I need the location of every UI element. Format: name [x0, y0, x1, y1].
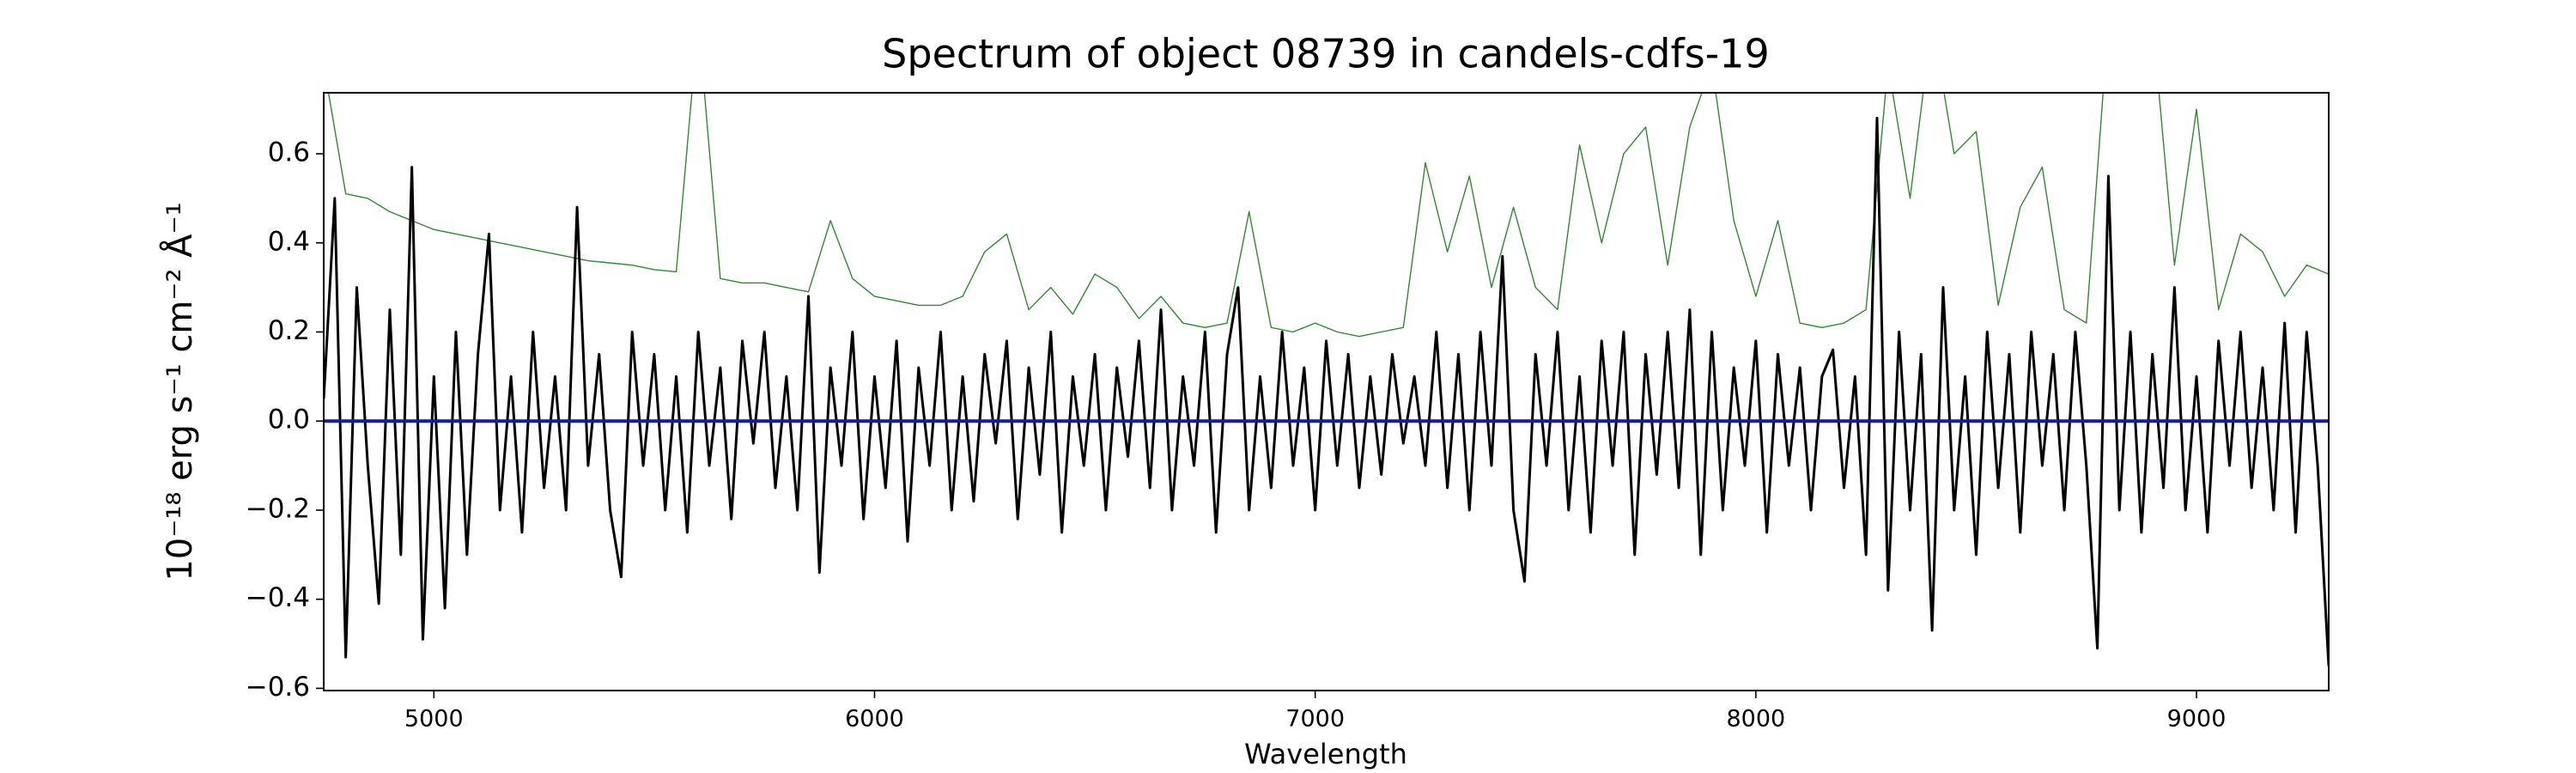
x-tick-label: 9000 — [2167, 706, 2227, 733]
x-tick-label: 8000 — [1726, 706, 1785, 733]
plot-area — [324, 93, 2329, 666]
y-tick-label: 0.0 — [268, 405, 310, 435]
y-tick-label: −0.2 — [246, 493, 310, 524]
chart-title: Spectrum of object 08739 in candels-cdfs… — [882, 31, 1770, 77]
spectrum-line — [324, 117, 2329, 666]
x-axis-label: Wavelength — [1244, 738, 1407, 770]
x-tick-label: 6000 — [845, 706, 904, 733]
spectrum-line — [327, 93, 2329, 338]
plot-frame — [323, 92, 2330, 691]
y-tick-label: 0.4 — [268, 226, 310, 257]
y-tick-label: 0.2 — [268, 315, 310, 346]
y-axis-label: 10⁻¹⁸ erg s⁻¹ cm⁻² Å⁻¹ — [159, 202, 200, 581]
x-tick-label: 5000 — [404, 706, 464, 733]
y-tick-label: 0.6 — [268, 137, 310, 168]
y-tick-label: −0.6 — [246, 672, 310, 703]
x-tick-label: 7000 — [1285, 706, 1345, 733]
y-tick-label: −0.4 — [246, 582, 310, 613]
